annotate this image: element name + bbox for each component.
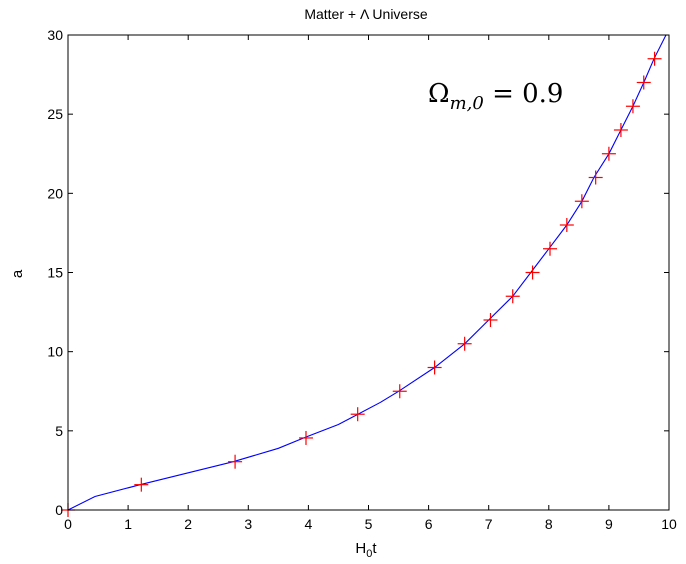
x-tick-label: 9 [605,516,613,532]
tick-labels: 0 1 2 3 4 5 6 7 8 9 10 0 5 10 15 20 25 30 [47,27,677,532]
x-tick-label: 2 [184,516,192,532]
axes-layer [67,34,670,511]
x-tick-label: 6 [425,516,433,532]
data-point-marker [636,75,651,90]
x-axis-label-tail: t [372,540,377,557]
y-tick-label: 20 [47,185,63,201]
x-tick-label: 8 [545,516,553,532]
plot-frame [67,34,670,511]
x-tick-label: 7 [485,516,493,532]
annotation-rest: = 0.9 [484,79,564,109]
series-layer [61,34,667,517]
omega-annotation: Ωm,0 = 0.9 [428,79,563,114]
data-point-marker [392,384,407,399]
data-point-marker [588,170,603,185]
annotation-sub: m,0 [450,93,484,114]
data-point-marker [613,123,628,137]
x-axis-label: H0t [355,540,377,560]
y-tick-label: 25 [47,106,63,122]
data-point-marker [647,51,662,66]
data-point-marker [298,430,313,445]
y-axis-label: a [9,269,26,278]
data-point-marker [574,194,589,209]
x-tick-label: 5 [365,516,373,532]
data-point-marker [525,265,540,280]
data-point-marker [625,99,640,114]
x-tick-label: 10 [661,516,677,532]
data-point-marker [457,336,472,351]
y-tick-label: 15 [47,265,63,281]
svg-text:Ωm,0 = 0.9: Ωm,0 = 0.9 [428,79,563,114]
x-tick-label: 0 [64,516,72,532]
data-point-marker [483,313,498,327]
data-point-marker [134,477,149,492]
y-tick-label: 0 [55,502,63,518]
x-axis-label-sub: 0 [366,548,372,560]
y-tick-label: 10 [47,344,63,360]
x-tick-label: 1 [124,516,132,532]
data-point-marker [559,218,574,232]
data-point-marker [505,289,520,304]
data-point-marker [228,454,243,469]
data-point-marker [350,407,365,422]
data-point-marker [601,146,616,161]
data-point-marker [543,241,558,256]
chart-title: Matter + Λ Universe [304,6,428,22]
y-tick-label: 30 [47,27,63,43]
data-point-marker [427,360,442,375]
x-tick-label: 3 [244,516,252,532]
series-line-0 [67,34,667,511]
annotation-base: Ω [428,79,450,109]
y-tick-label: 5 [55,423,63,439]
x-axis-label-main: H [355,540,366,557]
x-tick-label: 4 [305,516,313,532]
